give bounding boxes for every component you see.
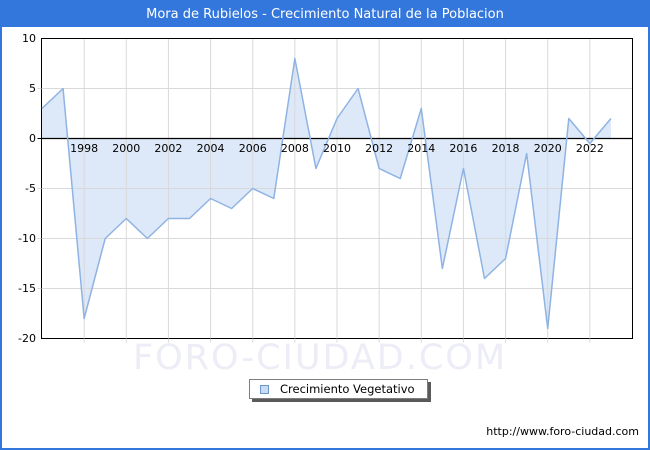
y-tick-label: 10 <box>22 32 36 45</box>
chart-title-bar: Mora de Rubielos - Crecimiento Natural d… <box>2 2 648 27</box>
legend-label: Crecimiento Vegetativo <box>280 382 415 396</box>
x-tick-label: 2014 <box>407 142 436 155</box>
x-tick-label: 2010 <box>323 142 351 155</box>
x-tick-label: 2004 <box>196 142 225 155</box>
y-tick-label: 5 <box>29 82 36 95</box>
x-tick-label: 2000 <box>112 142 141 155</box>
chart-title: Mora de Rubielos - Crecimiento Natural d… <box>146 7 504 22</box>
x-tick-label: 2006 <box>238 142 267 155</box>
x-tick-label: 1998 <box>70 142 99 155</box>
y-tick-label: 0 <box>29 132 36 145</box>
y-tick-label: -10 <box>18 232 36 245</box>
watermark-text: FORO-CIUDAD.COM <box>132 338 508 378</box>
legend-swatch-icon <box>260 384 269 394</box>
x-tick-label: 2008 <box>280 142 309 155</box>
x-tick-label: 2016 <box>449 142 478 155</box>
x-tick-label: 2002 <box>154 142 183 155</box>
legend-box: Crecimiento Vegetativo <box>249 379 428 399</box>
footer-url: http://www.foro-ciudad.com <box>486 425 639 438</box>
x-tick-label: 2012 <box>365 142 394 155</box>
y-tick-label: -15 <box>18 282 36 295</box>
x-tick-label: 2018 <box>491 142 520 155</box>
y-tick-label: -5 <box>25 182 36 195</box>
x-tick-label: 2022 <box>575 142 604 155</box>
series-line <box>41 57 612 330</box>
y-tick-label: -20 <box>18 332 36 345</box>
series-area-fill <box>42 58 611 329</box>
x-tick-label: 2020 <box>533 142 562 155</box>
